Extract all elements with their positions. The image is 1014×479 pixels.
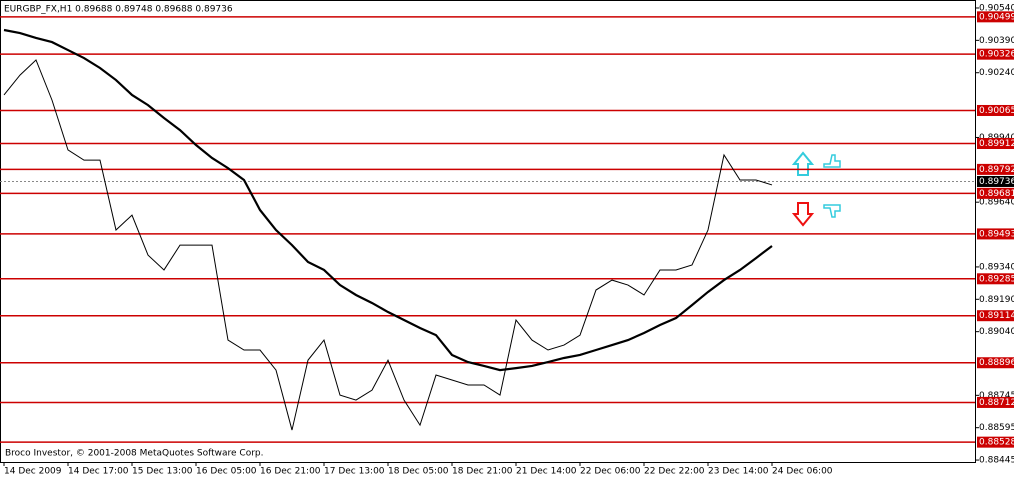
y-tick-label: 0.90240 xyxy=(979,68,1014,78)
level-label-box xyxy=(977,137,1014,149)
x-tick-label: 16 Dec 05:00 xyxy=(196,467,257,477)
level-label-box xyxy=(977,48,1014,60)
level-label: 0.89681 xyxy=(979,189,1014,199)
thumb-up-icon xyxy=(823,154,841,168)
level-label-box xyxy=(977,436,1014,448)
level-label-box xyxy=(977,357,1014,369)
level-label-box xyxy=(977,187,1014,199)
level-label: 0.90326 xyxy=(979,50,1014,60)
y-tick-label: 0.88745 xyxy=(979,391,1014,401)
y-tick-label: 0.89340 xyxy=(979,262,1014,272)
x-tick-label: 16 Dec 21:00 xyxy=(260,467,321,477)
current-price-box xyxy=(977,175,1014,187)
credit: Broco Investor, © 2001-2008 MetaQuotes S… xyxy=(5,449,264,459)
level-label-box xyxy=(977,273,1014,285)
x-tick-label: 18 Dec 21:00 xyxy=(452,467,513,477)
y-tick-label: 0.88445 xyxy=(979,456,1014,466)
y-tick-label: 0.90390 xyxy=(979,36,1014,46)
level-label: 0.89285 xyxy=(979,274,1014,284)
level-label: 0.88712 xyxy=(979,398,1014,408)
x-tick-label: 17 Dec 13:00 xyxy=(324,467,385,477)
level-label-box xyxy=(977,310,1014,322)
level-label: 0.89114 xyxy=(979,311,1014,321)
level-label-box xyxy=(977,396,1014,408)
level-label: 0.90065 xyxy=(979,106,1014,116)
y-tick-label: 0.89040 xyxy=(979,327,1014,337)
chart-title: EURGBP_FX,H1 0.89688 0.89748 0.89688 0.8… xyxy=(4,5,233,15)
level-label: 0.90499 xyxy=(979,12,1014,22)
x-tick-label: 24 Dec 06:00 xyxy=(772,467,833,477)
x-tick-label: 22 Dec 06:00 xyxy=(580,467,641,477)
level-label-box xyxy=(977,163,1014,175)
level-label-box xyxy=(977,11,1014,23)
sell-arrow xyxy=(791,202,815,227)
level-label: 0.88896 xyxy=(979,358,1014,368)
level-label: 0.89912 xyxy=(979,139,1014,149)
y-tick-label: 0.88595 xyxy=(979,423,1014,433)
y-tick-label: 0.89940 xyxy=(979,133,1014,143)
level-label: 0.88528 xyxy=(979,438,1014,448)
level-label-box xyxy=(977,228,1014,240)
level-label: 0.89493 xyxy=(979,229,1014,239)
x-tick-label: 15 Dec 13:00 xyxy=(132,467,193,477)
x-tick-label: 21 Dec 14:00 xyxy=(516,467,577,477)
x-tick-label: 23 Dec 14:00 xyxy=(708,467,769,477)
series-line xyxy=(3,59,773,431)
level-label-box xyxy=(977,104,1014,116)
series-line xyxy=(3,28,773,372)
x-tick-label: 14 Dec 2009 xyxy=(4,467,62,477)
plot-frame xyxy=(0,0,976,463)
x-tick-label: 18 Dec 05:00 xyxy=(388,467,449,477)
y-tick-label: 0.89640 xyxy=(979,198,1014,208)
current-price-label: 0.89736 xyxy=(979,177,1014,187)
y-tick-label: 0.89190 xyxy=(979,295,1014,305)
thumb-down-icon xyxy=(823,204,841,218)
level-label: 0.89792 xyxy=(979,165,1014,175)
buy-arrow xyxy=(791,151,815,176)
x-tick-label: 22 Dec 22:00 xyxy=(644,467,705,477)
x-tick-label: 14 Dec 17:00 xyxy=(68,467,129,477)
y-tick-label: 0.90540 xyxy=(979,3,1014,13)
